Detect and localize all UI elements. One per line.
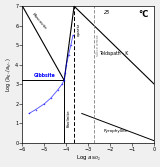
Text: 25: 25 bbox=[104, 10, 110, 15]
Text: Teldspath - K: Teldspath - K bbox=[99, 51, 129, 56]
Text: Kaolinite: Kaolinite bbox=[67, 110, 71, 127]
Text: Pyrophyllite: Pyrophyllite bbox=[104, 129, 128, 133]
Text: Gibbsite: Gibbsite bbox=[33, 73, 55, 78]
Text: silice amor.: silice amor. bbox=[96, 34, 100, 56]
Y-axis label: Log $(\hat{a}_{K^+}/a_{H^+})$: Log $(\hat{a}_{K^+}/a_{H^+})$ bbox=[4, 57, 14, 92]
Text: Muscovite: Muscovite bbox=[31, 12, 48, 31]
X-axis label: Log $a_{SiO_2}$: Log $a_{SiO_2}$ bbox=[76, 153, 101, 163]
Text: °C: °C bbox=[138, 10, 149, 19]
Text: quartz: quartz bbox=[76, 23, 80, 36]
